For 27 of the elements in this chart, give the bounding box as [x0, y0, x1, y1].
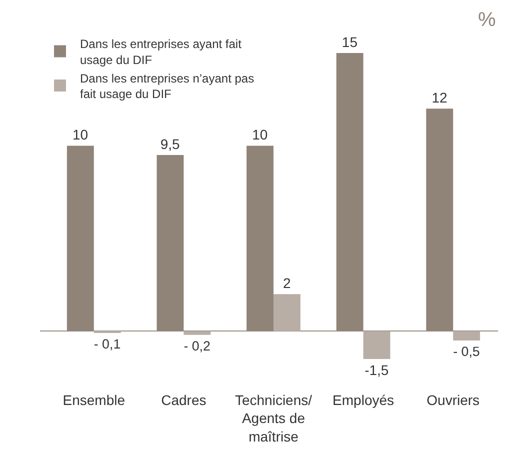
bar	[246, 146, 274, 332]
x-tick-label: Techniciens/ Agents de maîtrise	[234, 392, 312, 444]
bar	[156, 155, 184, 332]
x-tick-label: Cadres	[161, 392, 206, 408]
bar	[363, 331, 390, 359]
legend-label: Dans les entreprises ayant fait usage du DIF	[80, 37, 242, 67]
data-label: - 0,1	[94, 336, 121, 352]
legend-label: Dans les entreprises n’ayant pas fait usage du DIF	[80, 71, 254, 101]
bar	[66, 146, 94, 332]
bar	[336, 53, 364, 332]
data-label: 2	[282, 275, 291, 292]
x-tick-label: Employés	[332, 392, 394, 408]
data-label: 9,5	[160, 136, 180, 152]
bar	[273, 294, 300, 332]
x-tick-label: Ouvriers	[426, 392, 480, 408]
x-tick-label: Ensemble	[62, 392, 126, 408]
data-label: - 0,2	[184, 338, 210, 354]
bar	[453, 331, 480, 340]
data-label: 15	[342, 34, 358, 50]
data-label: - 0,5	[453, 344, 480, 359]
bar	[426, 108, 454, 332]
text: %	[478, 9, 496, 31]
data-label: 12	[432, 90, 448, 106]
data-label: 10	[72, 126, 88, 143]
data-label: -1,5	[364, 362, 389, 378]
bar	[184, 331, 211, 335]
data-label: 10	[252, 126, 268, 143]
